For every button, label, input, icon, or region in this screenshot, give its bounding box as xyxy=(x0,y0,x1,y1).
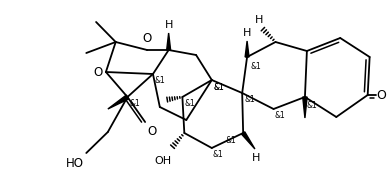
Text: &1: &1 xyxy=(214,83,224,92)
Text: &1: &1 xyxy=(250,62,261,71)
Text: OH: OH xyxy=(154,156,171,166)
Text: &1: &1 xyxy=(226,136,236,145)
Text: &1: &1 xyxy=(274,111,285,120)
Polygon shape xyxy=(245,41,249,57)
Text: O: O xyxy=(377,89,386,102)
Polygon shape xyxy=(108,95,128,109)
Text: &1: &1 xyxy=(214,83,224,92)
Text: &1: &1 xyxy=(129,99,140,108)
Text: O: O xyxy=(94,66,103,78)
Polygon shape xyxy=(303,97,307,118)
Text: &1: &1 xyxy=(213,150,224,159)
Text: HO: HO xyxy=(66,157,84,170)
Text: H: H xyxy=(252,153,260,163)
Polygon shape xyxy=(241,132,255,149)
Text: H: H xyxy=(164,20,173,30)
Text: O: O xyxy=(147,125,156,138)
Text: H: H xyxy=(243,28,251,38)
Text: O: O xyxy=(142,32,152,45)
Text: &1: &1 xyxy=(155,76,166,85)
Text: &1: &1 xyxy=(244,95,255,104)
Text: H: H xyxy=(255,15,263,25)
Text: &1: &1 xyxy=(307,101,318,110)
Polygon shape xyxy=(167,33,171,50)
Text: &1: &1 xyxy=(184,99,195,108)
